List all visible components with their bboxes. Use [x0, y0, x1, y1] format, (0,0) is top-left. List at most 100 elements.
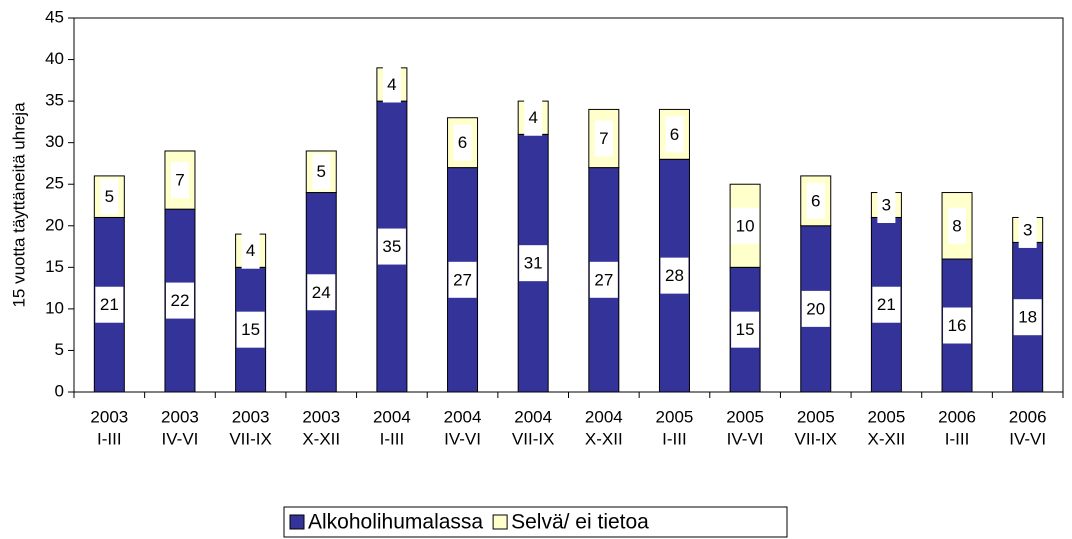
data-label: 4 — [387, 75, 396, 94]
data-label: 21 — [877, 295, 896, 314]
data-label-box — [100, 178, 119, 215]
data-label-box — [307, 274, 336, 311]
plot-frame — [73, 17, 1064, 393]
y-tick-label: 0 — [55, 381, 64, 400]
data-label-box — [948, 207, 967, 244]
data-label: 20 — [806, 299, 825, 318]
data-label-box — [524, 99, 543, 136]
legend-swatch — [492, 514, 508, 530]
data-label-box — [877, 187, 896, 223]
data-label: 27 — [453, 270, 472, 289]
data-label-box — [731, 311, 760, 348]
data-label-box — [665, 116, 684, 153]
x-tick-label: 2004 — [585, 407, 623, 426]
x-tick-label: VII-IX — [794, 429, 837, 448]
x-tick-label: 2003 — [302, 407, 340, 426]
y-tick-label: 20 — [45, 215, 64, 234]
x-tick-label: VII-IX — [512, 429, 555, 448]
data-label: 4 — [528, 108, 537, 127]
data-label-box — [377, 228, 406, 265]
data-label: 7 — [175, 171, 184, 190]
data-label-box — [801, 290, 830, 327]
x-tick-label: I-III — [945, 429, 970, 448]
data-label-box — [731, 207, 760, 244]
data-label: 3 — [1023, 220, 1032, 239]
x-tick-label: IV-VI — [1009, 429, 1046, 448]
x-tick-label: I-III — [380, 429, 405, 448]
x-tick-label: 2005 — [797, 407, 835, 426]
data-label-box — [594, 120, 613, 157]
x-tick-label: 2005 — [726, 407, 764, 426]
x-tick-label: 2005 — [656, 407, 694, 426]
data-label-box — [312, 153, 331, 190]
x-tick-label: VII-IX — [229, 429, 272, 448]
legend: Alkoholihumalassa Selvä/ ei tietoa — [283, 506, 788, 538]
x-tick-label: IV-VI — [727, 429, 764, 448]
data-label: 6 — [811, 191, 820, 210]
data-label: 10 — [736, 216, 755, 235]
data-label-box — [241, 232, 260, 269]
x-tick-label: 2004 — [514, 407, 552, 426]
data-label-box — [170, 162, 189, 199]
y-axis-label: 15 vuotta täyttäneitä uhreja — [9, 102, 28, 308]
legend-swatch — [289, 514, 305, 530]
x-tick-label: X-XII — [867, 429, 905, 448]
data-label-box — [236, 311, 265, 348]
y-tick-label: 40 — [45, 49, 64, 68]
data-label-box — [806, 182, 825, 219]
x-tick-label: I-III — [97, 429, 122, 448]
data-label-box — [382, 66, 401, 103]
data-label: 6 — [670, 125, 679, 144]
data-label-box — [660, 257, 689, 294]
x-tick-label: 2006 — [938, 407, 976, 426]
x-tick-label: 2003 — [161, 407, 199, 426]
x-tick-label: 2004 — [444, 407, 482, 426]
data-label: 5 — [105, 187, 114, 206]
data-label-box — [95, 286, 124, 323]
legend-label: Alkoholihumalassa — [308, 511, 483, 534]
x-tick-label: IV-VI — [444, 429, 481, 448]
y-tick-label: 10 — [45, 298, 64, 317]
data-label: 22 — [171, 291, 190, 310]
data-label: 28 — [665, 266, 684, 285]
x-tick-label: 2004 — [373, 407, 411, 426]
data-label: 15 — [241, 320, 260, 339]
data-label-box — [1013, 299, 1042, 336]
y-tick-label: 30 — [45, 132, 64, 151]
legend-frame — [283, 506, 788, 538]
y-tick-label: 25 — [45, 174, 64, 193]
data-label: 8 — [952, 216, 961, 235]
data-label-box — [448, 261, 477, 298]
data-label-box — [872, 286, 901, 323]
data-label-box — [519, 245, 548, 282]
data-label: 3 — [882, 195, 891, 214]
y-tick-label: 5 — [55, 340, 64, 359]
x-tick-label: I-III — [662, 429, 687, 448]
data-label: 27 — [594, 270, 613, 289]
data-label: 18 — [1018, 308, 1037, 327]
x-tick-label: 2005 — [867, 407, 905, 426]
x-tick-label: X-XII — [585, 429, 623, 448]
data-label: 16 — [948, 316, 967, 335]
data-label-box — [165, 282, 194, 319]
x-tick-label: 2003 — [232, 407, 270, 426]
x-tick-label: 2003 — [90, 407, 128, 426]
data-label: 6 — [458, 133, 467, 152]
y-tick-label: 35 — [45, 91, 64, 110]
x-tick-label: 2006 — [1009, 407, 1047, 426]
data-label: 21 — [100, 295, 119, 314]
data-label: 4 — [246, 241, 255, 260]
data-label: 7 — [599, 129, 608, 148]
legend-label: Selvä/ ei tietoa — [511, 511, 649, 534]
data-label-box — [589, 261, 618, 298]
data-label-box — [453, 124, 472, 161]
data-label: 31 — [524, 254, 543, 273]
data-label: 15 — [736, 320, 755, 339]
data-label: 35 — [382, 237, 401, 256]
data-label: 5 — [317, 162, 326, 181]
data-label-box — [1018, 211, 1037, 248]
y-tick-label: 45 — [45, 7, 64, 26]
data-label-box — [943, 307, 972, 344]
data-label: 24 — [312, 283, 331, 302]
